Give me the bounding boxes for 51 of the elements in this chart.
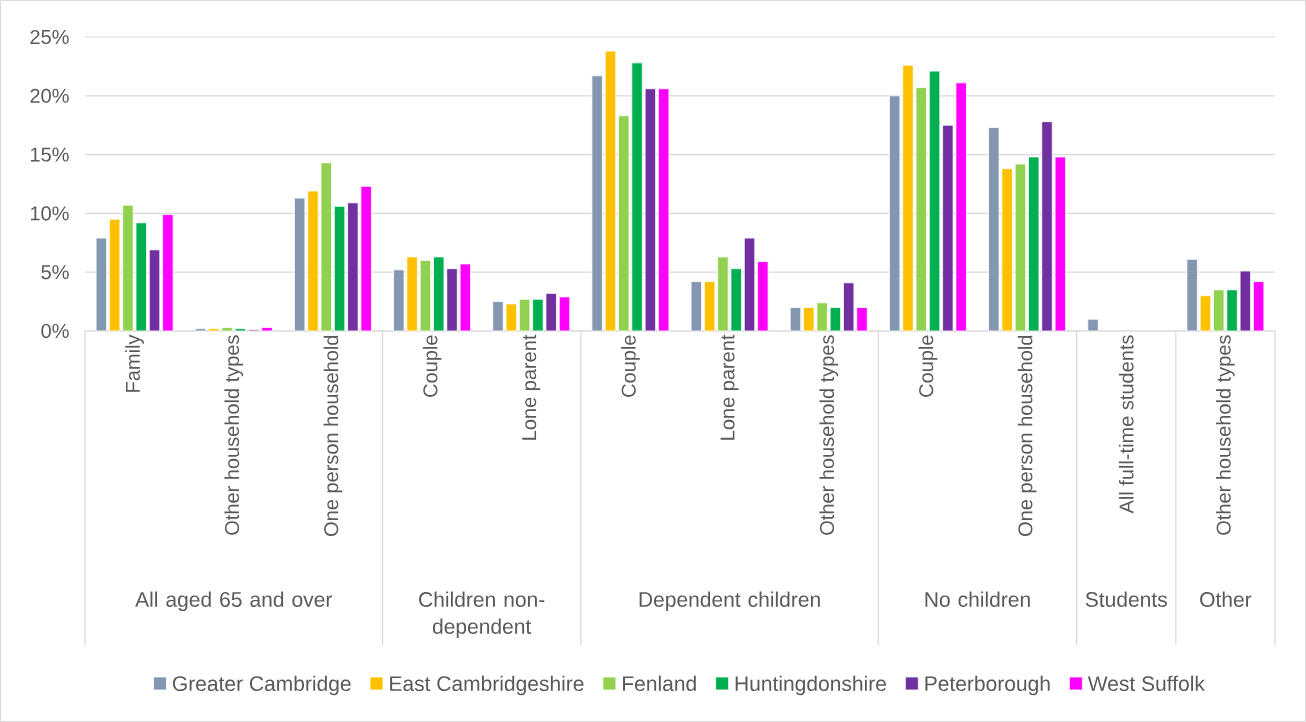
bar [928, 70, 941, 332]
legend-label: West Suffolk [1087, 675, 1205, 692]
x-tick-label: Other household types [819, 335, 839, 535]
legend-label: East Cambridgeshire [390, 675, 584, 696]
legend-label: Peterborough [925, 675, 1050, 696]
x-tick-label: Other household types [224, 335, 244, 535]
x-tick-label: Lone parent [522, 334, 541, 440]
x-tick-label: Couple [621, 335, 640, 397]
x-tick-label: Family [125, 334, 144, 392]
y-tick-label: 0% [41, 323, 69, 339]
bar [1087, 318, 1099, 332]
bar [1253, 281, 1265, 332]
bar [591, 75, 603, 332]
bar [162, 214, 174, 332]
text: Dependent children [639, 591, 820, 612]
text: Students [1085, 591, 1167, 607]
y-tick-label: 5% [41, 265, 69, 280]
bar [1014, 163, 1027, 332]
x-tick-label: Couple [422, 335, 442, 397]
x-tick-label: One person household [1017, 335, 1037, 536]
bar [234, 328, 247, 332]
bar [1186, 258, 1198, 332]
legend-label: Greater Cambridge [172, 675, 351, 696]
y-tick-label: 15% [30, 147, 69, 162]
bar [658, 88, 670, 332]
bar [419, 260, 432, 332]
x-tick-label: Other household types [1216, 335, 1235, 535]
text: Children non-dependent [419, 591, 545, 639]
bar [558, 296, 571, 332]
x-tick-label: Lone parent [720, 334, 739, 440]
bar [333, 205, 346, 332]
text: No children [925, 591, 1030, 607]
text: All aged 65 and over [135, 591, 333, 612]
bar [148, 249, 161, 332]
y-tick-label: 25% [30, 29, 69, 45]
text: Other [1200, 591, 1252, 607]
legend-label: Fenland [623, 675, 696, 692]
legend-label: Huntingdonshire [735, 675, 886, 696]
y-tick-label: 20% [30, 88, 69, 103]
bar [95, 237, 107, 332]
bar [604, 50, 617, 332]
bar [690, 281, 702, 332]
bar [757, 261, 769, 332]
y-tick-label: 10% [30, 206, 69, 221]
bar [1199, 295, 1212, 332]
x-tick-label: One person household [323, 335, 343, 536]
bar [743, 237, 756, 332]
bar [194, 328, 207, 332]
bar [789, 307, 802, 332]
x-tick-label: Couple [918, 335, 938, 397]
x-tick-label: All full-time students [1118, 335, 1134, 514]
